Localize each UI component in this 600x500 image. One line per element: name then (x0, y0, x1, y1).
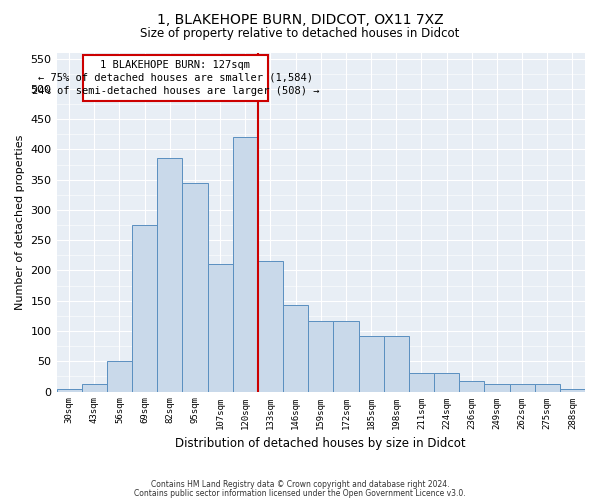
Bar (132, 225, 157, 392)
Bar (484, 384, 509, 392)
Text: 1, BLAKEHOPE BURN, DIDCOT, OX11 7XZ: 1, BLAKEHOPE BURN, DIDCOT, OX11 7XZ (157, 12, 443, 26)
FancyBboxPatch shape (83, 55, 268, 101)
Bar (560, 388, 585, 392)
Bar (182, 182, 208, 392)
Text: ← 75% of detached houses are smaller (1,584): ← 75% of detached houses are smaller (1,… (38, 73, 313, 83)
Text: 1 BLAKEHOPE BURN: 127sqm: 1 BLAKEHOPE BURN: 127sqm (100, 60, 250, 70)
Bar (82, 384, 107, 392)
Bar (509, 384, 535, 392)
Bar (409, 374, 434, 392)
Text: Size of property relative to detached houses in Didcot: Size of property relative to detached ho… (140, 28, 460, 40)
Bar (233, 138, 258, 392)
Bar (359, 336, 383, 392)
Bar (157, 158, 182, 392)
Bar (459, 380, 484, 392)
Bar (383, 336, 409, 392)
Bar (208, 264, 233, 392)
Bar (334, 320, 359, 392)
Bar (258, 262, 283, 392)
Text: 24% of semi-detached houses are larger (508) →: 24% of semi-detached houses are larger (… (32, 86, 319, 96)
Bar (56, 388, 82, 392)
Bar (308, 320, 334, 392)
Bar (107, 362, 132, 392)
Text: Contains HM Land Registry data © Crown copyright and database right 2024.: Contains HM Land Registry data © Crown c… (151, 480, 449, 489)
X-axis label: Distribution of detached houses by size in Didcot: Distribution of detached houses by size … (175, 437, 466, 450)
Y-axis label: Number of detached properties: Number of detached properties (15, 134, 25, 310)
Bar (535, 384, 560, 392)
Bar (434, 374, 459, 392)
Text: Contains public sector information licensed under the Open Government Licence v3: Contains public sector information licen… (134, 488, 466, 498)
Bar (283, 305, 308, 392)
